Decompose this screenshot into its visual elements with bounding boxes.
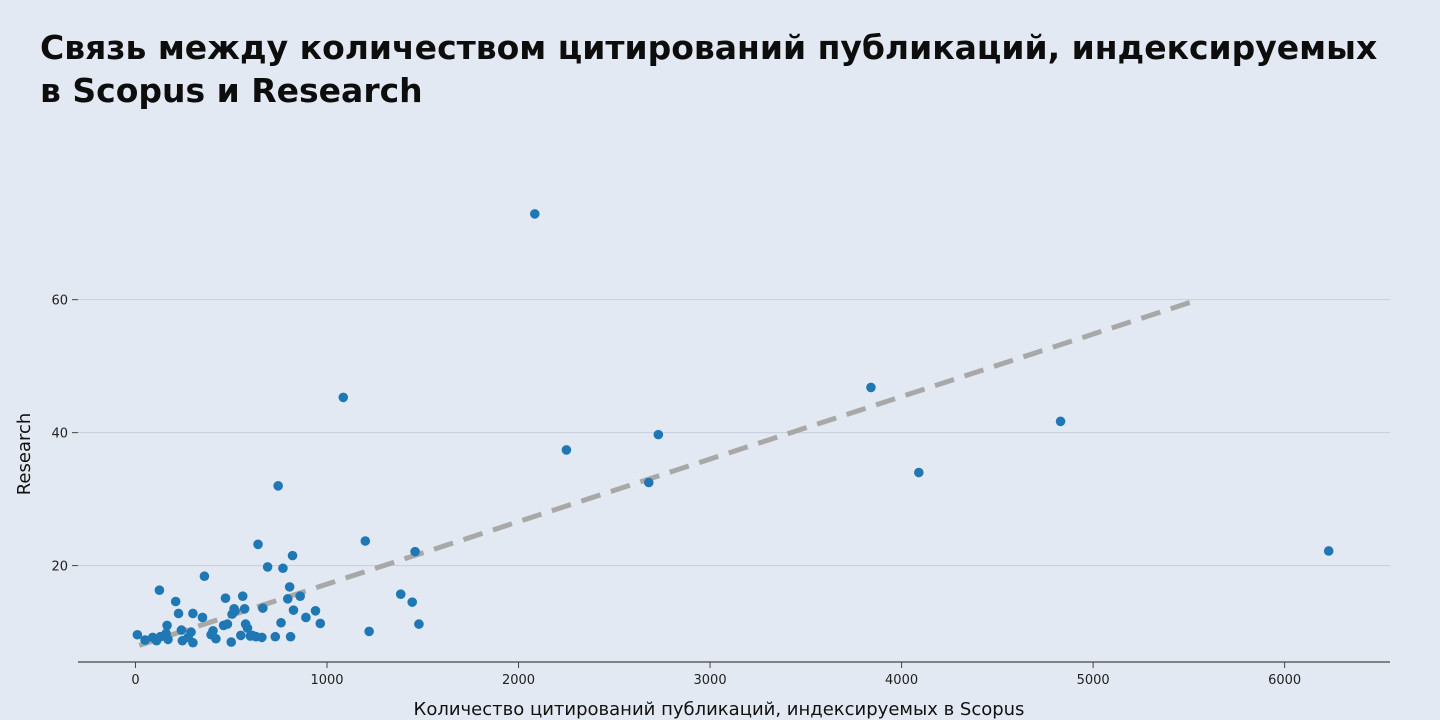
data-point: [407, 597, 418, 607]
data-point: [257, 632, 267, 643]
axis-layer: 20 40 60 0 1000 2000 3000 4000 5000 6000: [51, 294, 1390, 688]
points-layer: [132, 209, 1334, 648]
data-point: [287, 550, 298, 561]
x-tick-label: 0: [131, 673, 139, 688]
data-point: [222, 619, 233, 629]
y-axis-label: Research: [14, 413, 35, 496]
y-tick-label: 20: [51, 560, 68, 575]
x-tick-label: 4000: [885, 673, 918, 688]
data-point: [170, 596, 181, 607]
data-point: [262, 562, 273, 572]
data-point: [154, 585, 165, 595]
data-point: [315, 618, 326, 629]
data-point: [163, 634, 173, 645]
data-point: [273, 481, 283, 491]
data-point: [270, 631, 281, 642]
data-point: [914, 467, 924, 478]
data-point: [176, 625, 187, 635]
x-tick-label: 2000: [502, 673, 535, 688]
x-tick-label: 5000: [1077, 673, 1110, 688]
y-tick-label: 40: [51, 427, 68, 442]
data-point: [276, 617, 286, 628]
y-tick-label: 60: [51, 294, 68, 309]
data-point: [1323, 546, 1334, 556]
data-point: [188, 637, 198, 648]
data-point: [242, 623, 253, 633]
data-point: [1055, 416, 1066, 427]
x-tick-label: 6000: [1268, 673, 1301, 688]
data-point: [530, 209, 540, 219]
data-point: [186, 627, 196, 637]
data-point: [301, 612, 311, 623]
data-point: [278, 563, 288, 574]
data-point: [395, 589, 406, 599]
data-point: [561, 445, 572, 455]
data-point: [295, 591, 305, 601]
x-tick-label: 3000: [694, 673, 727, 688]
data-point: [258, 603, 268, 613]
data-point: [211, 633, 221, 644]
data-point: [410, 546, 420, 557]
data-point: [288, 605, 299, 615]
data-point: [284, 582, 295, 592]
data-point: [140, 635, 150, 645]
data-point: [653, 429, 664, 440]
data-point: [643, 477, 654, 488]
data-point: [208, 625, 218, 636]
data-point: [230, 606, 240, 616]
data-point: [360, 536, 371, 546]
data-point: [866, 382, 876, 393]
data-point: [414, 619, 424, 629]
chart-title: Связь между количеством цитирований публ…: [40, 28, 1378, 110]
data-point: [173, 608, 184, 619]
grid-layer: [78, 299, 1390, 567]
data-point: [132, 629, 143, 640]
data-point: [188, 608, 198, 619]
data-point: [220, 593, 231, 603]
data-point: [338, 392, 349, 403]
data-point: [310, 606, 321, 616]
data-point: [253, 539, 263, 550]
data-point: [226, 637, 237, 647]
data-point: [199, 571, 210, 582]
x-axis-label: Количество цитирований публикаций, индек…: [414, 699, 1025, 720]
data-point: [285, 631, 296, 642]
data-point: [162, 620, 172, 631]
data-point: [237, 591, 248, 601]
data-point: [282, 594, 293, 604]
data-point: [197, 612, 208, 623]
data-point: [236, 630, 246, 641]
data-point: [239, 604, 250, 614]
x-tick-label: 1000: [310, 673, 343, 688]
data-point: [364, 626, 374, 637]
